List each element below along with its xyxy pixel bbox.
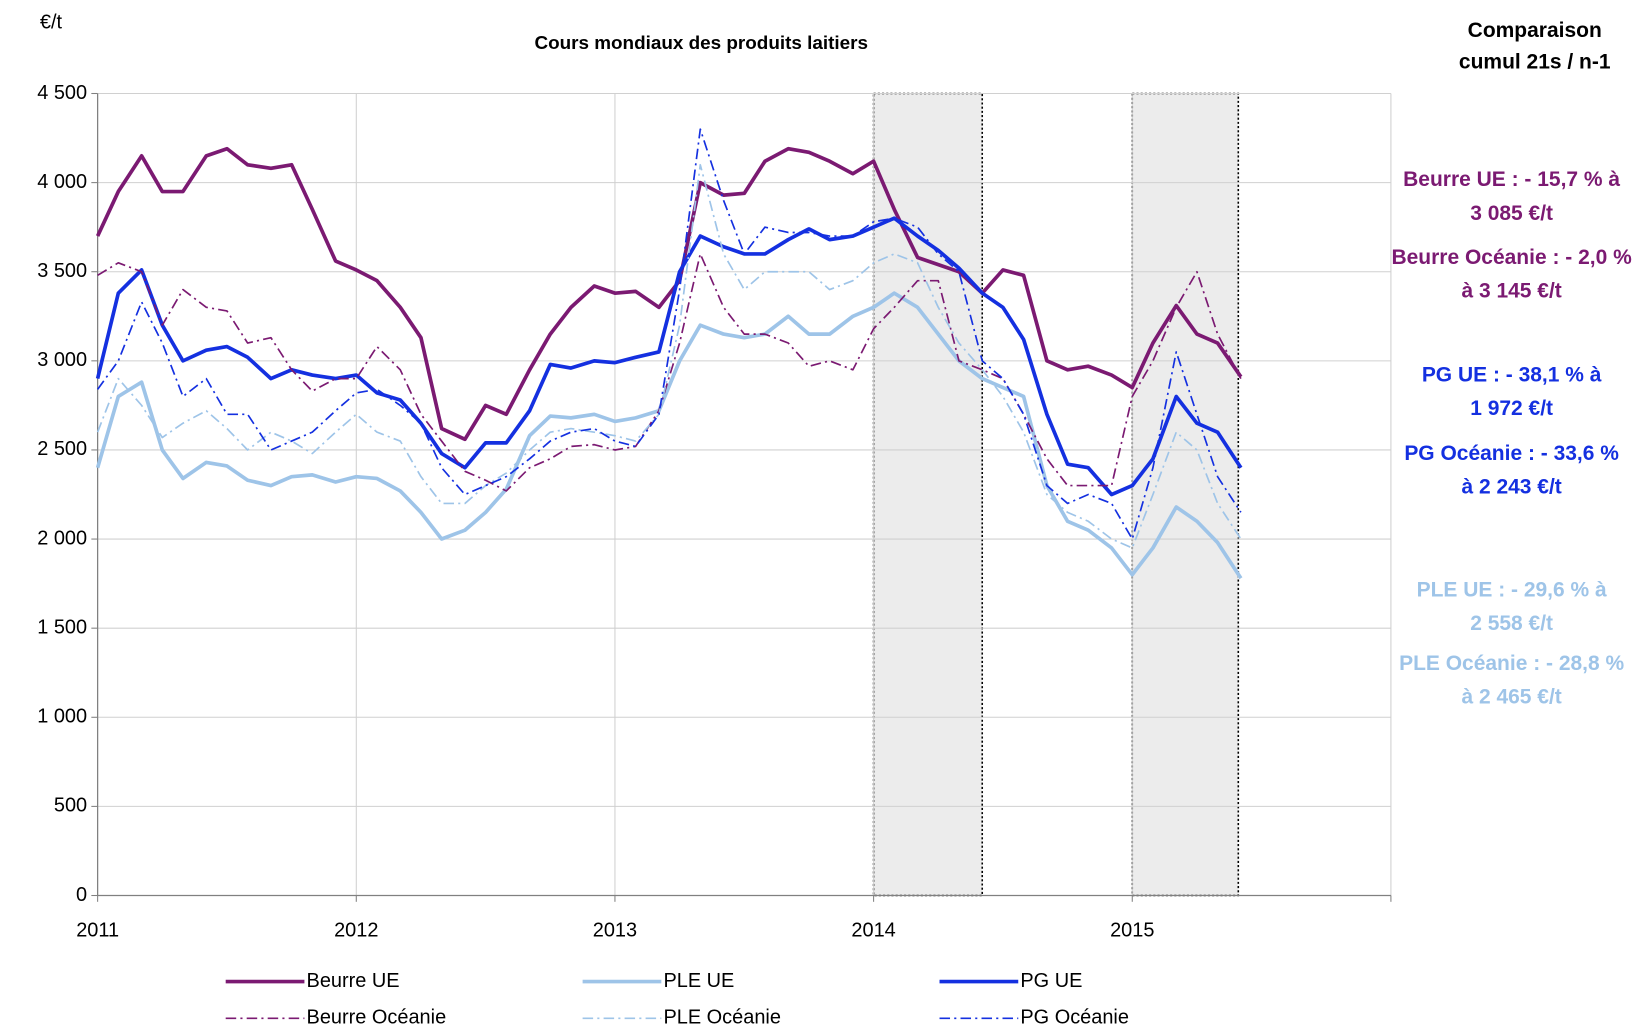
- chart-title: Cours mondiaux des produits laitiers: [534, 33, 868, 54]
- y-tick-label: 1 500: [37, 616, 87, 638]
- y-tick-label: 2 500: [37, 438, 87, 460]
- annotation: à 2 243 €/t: [1461, 476, 1561, 499]
- series-line: [95, 291, 1243, 580]
- annotation: 2 558 €/t: [1470, 612, 1553, 635]
- x-tick-label: 2013: [593, 919, 637, 941]
- annotation: PG Océanie : - 33,6 %: [1404, 442, 1619, 465]
- x-tick-label: 2015: [1110, 919, 1154, 941]
- annotation: Beurre UE : - 15,7 % à: [1403, 168, 1620, 191]
- legend-label: PLE Océanie: [663, 1007, 780, 1029]
- annotation: PG UE : - 38,1 % à: [1422, 363, 1602, 386]
- legend-label: PG Océanie: [1020, 1007, 1129, 1029]
- y-tick-label: 4 000: [37, 171, 87, 193]
- y-tick-label: 0: [76, 884, 87, 906]
- legend-label: PLE UE: [663, 970, 734, 992]
- corner-title: Comparaison: [1468, 19, 1602, 42]
- y-axis-label: €/t: [40, 11, 63, 33]
- annotation: 1 972 €/t: [1470, 397, 1553, 420]
- legend-label: PG UE: [1020, 970, 1082, 992]
- annotation: PLE UE : - 29,6 % à: [1417, 579, 1607, 602]
- highlight-range: [1131, 92, 1240, 897]
- x-tick-label: 2014: [851, 919, 895, 941]
- annotation: à 2 465 €/t: [1461, 686, 1561, 709]
- annotation: 3 085 €/t: [1470, 202, 1553, 225]
- y-tick-label: 3 500: [37, 260, 87, 282]
- legend-label: Beurre Océanie: [307, 1007, 447, 1029]
- y-tick-label: 3 000: [37, 349, 87, 371]
- series-line: [95, 216, 1243, 497]
- highlight-range: [872, 92, 984, 897]
- y-tick-label: 2 000: [37, 527, 87, 549]
- series-line: [96, 163, 1242, 549]
- corner-title: cumul 21s / n-1: [1459, 51, 1611, 74]
- series-line: [97, 253, 1242, 492]
- legend-label: Beurre UE: [307, 970, 400, 992]
- y-tick-label: 1 000: [37, 706, 87, 728]
- series-line: [95, 146, 1243, 442]
- annotation: à 3 145 €/t: [1461, 279, 1561, 302]
- x-tick-label: 2011: [76, 919, 119, 941]
- annotation: Beurre Océanie : - 2,0 %: [1391, 246, 1632, 269]
- y-tick-label: 4 500: [37, 82, 87, 104]
- y-tick-label: 500: [54, 795, 87, 817]
- x-tick-label: 2012: [334, 919, 378, 941]
- series-line: [96, 128, 1242, 540]
- annotation: PLE Océanie : - 28,8 %: [1399, 652, 1624, 675]
